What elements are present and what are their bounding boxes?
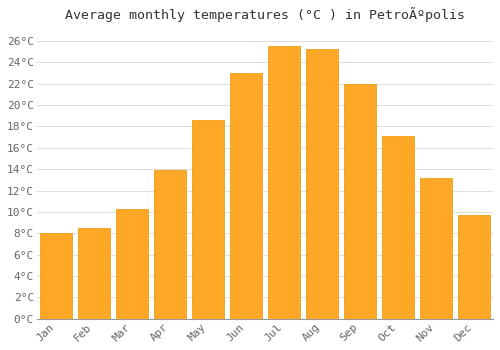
Bar xyxy=(230,73,262,319)
Bar xyxy=(154,170,186,319)
Bar xyxy=(306,49,338,319)
Bar xyxy=(420,178,452,319)
Bar xyxy=(78,228,110,319)
Bar xyxy=(382,136,414,319)
Bar xyxy=(344,84,376,319)
Title: Average monthly temperatures (°C ) in PetroÃºpolis: Average monthly temperatures (°C ) in Pe… xyxy=(65,7,465,22)
Bar xyxy=(268,46,300,319)
Bar xyxy=(192,120,224,319)
Bar xyxy=(458,215,490,319)
Bar xyxy=(40,233,72,319)
Bar xyxy=(116,209,148,319)
